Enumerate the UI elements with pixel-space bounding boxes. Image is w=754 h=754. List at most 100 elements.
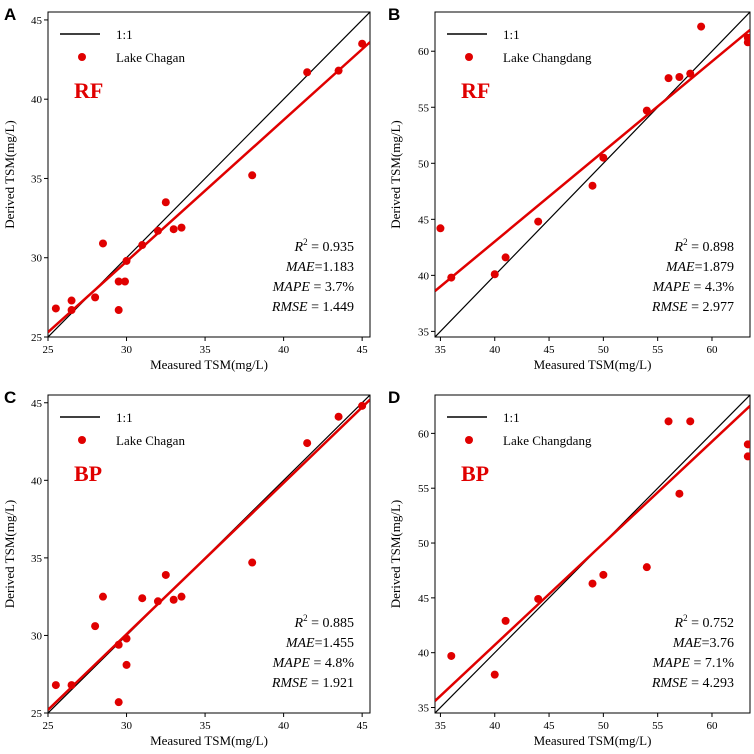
- legend: 1:1 Lake Changdang: [447, 27, 592, 65]
- stat-name: R: [294, 616, 304, 631]
- y-tick-label: 45: [31, 15, 43, 27]
- stat-name: MAPE: [272, 656, 311, 671]
- stat-mape: MAPE = 7.1%: [652, 656, 735, 671]
- y-tick-label: 55: [418, 102, 430, 114]
- data-point: [114, 306, 123, 315]
- y-tick-label: 40: [31, 475, 43, 487]
- y-tick-label: 60: [418, 46, 430, 58]
- data-point: [599, 570, 608, 579]
- legend: 1:1 Lake Chagan: [60, 410, 185, 448]
- legend: 1:1 Lake Chagan: [60, 27, 185, 65]
- stat-r: R2 = 0.935: [294, 237, 354, 255]
- x-tick-label: 45: [544, 720, 556, 732]
- data-point: [114, 698, 123, 707]
- data-point: [120, 277, 129, 286]
- stat-value: = 0.885: [308, 616, 354, 631]
- stat-mae: MAE=3.76: [672, 636, 734, 651]
- x-tick-label: 45: [357, 720, 369, 732]
- data-point: [114, 277, 123, 286]
- y-tick-label: 40: [418, 648, 430, 660]
- data-point: [138, 594, 147, 603]
- plot-frame: [47, 394, 371, 714]
- x-tick-label: 50: [598, 344, 610, 356]
- stat-name: RMSE: [651, 300, 688, 315]
- data-point: [177, 592, 186, 601]
- stat-value: = 1.449: [308, 300, 354, 315]
- stat-r: R2 = 0.898: [674, 237, 734, 255]
- data-point: [98, 592, 107, 601]
- panel-c: C 25 30 35 40 45 25 30 35 40 45 Measured TSM(mg/L) D…: [2, 388, 371, 748]
- data-point: [664, 74, 673, 83]
- stat-superscript: 2: [683, 237, 688, 247]
- data-point: [743, 452, 750, 461]
- plot-frame: [47, 11, 371, 338]
- y-tick-label: 25: [31, 708, 43, 720]
- plot-frame: [434, 394, 751, 714]
- stat-value: = 4.8%: [310, 656, 354, 671]
- method-label: RF: [461, 78, 490, 103]
- stat-superscript: 2: [303, 613, 308, 623]
- stat-value: = 2.977: [688, 300, 734, 315]
- y-tick-label: 45: [418, 593, 430, 605]
- y-axis-label: Derived TSM(mg/L): [388, 120, 403, 228]
- data-point: [153, 597, 162, 606]
- data-point: [91, 622, 100, 631]
- x-tick-label: 40: [278, 344, 290, 356]
- x-tick-label: 40: [489, 720, 501, 732]
- x-tick-label: 30: [121, 720, 133, 732]
- data-point: [67, 306, 76, 315]
- y-tick-label: 35: [418, 703, 430, 715]
- legend-point-swatch: [465, 436, 473, 444]
- y-tick-label: 30: [31, 253, 43, 265]
- plot-area: [48, 12, 370, 337]
- x-tick-label: 45: [357, 344, 369, 356]
- method-label: RF: [74, 78, 103, 103]
- y-tick-label: 40: [418, 270, 430, 282]
- stat-name: R: [674, 616, 684, 631]
- data-point: [743, 440, 750, 449]
- x-tick-label: 35: [200, 344, 212, 356]
- stat-rmse: RMSE = 4.293: [651, 676, 734, 691]
- data-point: [303, 68, 312, 77]
- data-point: [138, 241, 147, 250]
- x-tick-label: 45: [544, 344, 556, 356]
- data-point: [67, 296, 76, 305]
- data-point: [334, 412, 343, 421]
- data-point: [358, 401, 367, 410]
- data-point: [743, 38, 750, 47]
- y-tick-label: 30: [31, 630, 43, 642]
- data-point: [436, 224, 445, 233]
- data-point: [534, 594, 543, 603]
- data-point: [490, 270, 499, 279]
- y-tick-label: 25: [31, 332, 43, 344]
- stat-name: RMSE: [271, 300, 308, 315]
- x-tick-label: 40: [278, 720, 290, 732]
- x-tick-label: 25: [43, 720, 55, 732]
- y-tick-label: 50: [418, 158, 430, 170]
- data-point: [169, 225, 178, 234]
- x-tick-label: 50: [598, 720, 610, 732]
- data-point: [114, 640, 123, 649]
- stat-rmse: RMSE = 1.921: [271, 676, 354, 691]
- stat-value: = 3.7%: [310, 280, 354, 295]
- stat-r: R2 = 0.885: [294, 613, 354, 631]
- data-point: [675, 489, 684, 498]
- stat-name: MAPE: [272, 280, 311, 295]
- plot-area: [435, 395, 750, 713]
- data-point: [177, 223, 186, 232]
- data-point: [501, 616, 510, 625]
- stat-name: R: [294, 240, 304, 255]
- stat-name: MAPE: [652, 656, 691, 671]
- stat-value: = 0.935: [308, 240, 354, 255]
- stat-mae: MAE=1.879: [665, 260, 734, 275]
- data-point: [161, 570, 170, 579]
- x-axis-label: Measured TSM(mg/L): [150, 733, 268, 748]
- stat-value: = 4.3%: [690, 280, 734, 295]
- stat-value: = 7.1%: [690, 656, 734, 671]
- y-tick-label: 45: [418, 214, 430, 226]
- data-point: [248, 171, 257, 180]
- plot-area: [48, 395, 370, 713]
- y-tick-label: 35: [31, 173, 43, 185]
